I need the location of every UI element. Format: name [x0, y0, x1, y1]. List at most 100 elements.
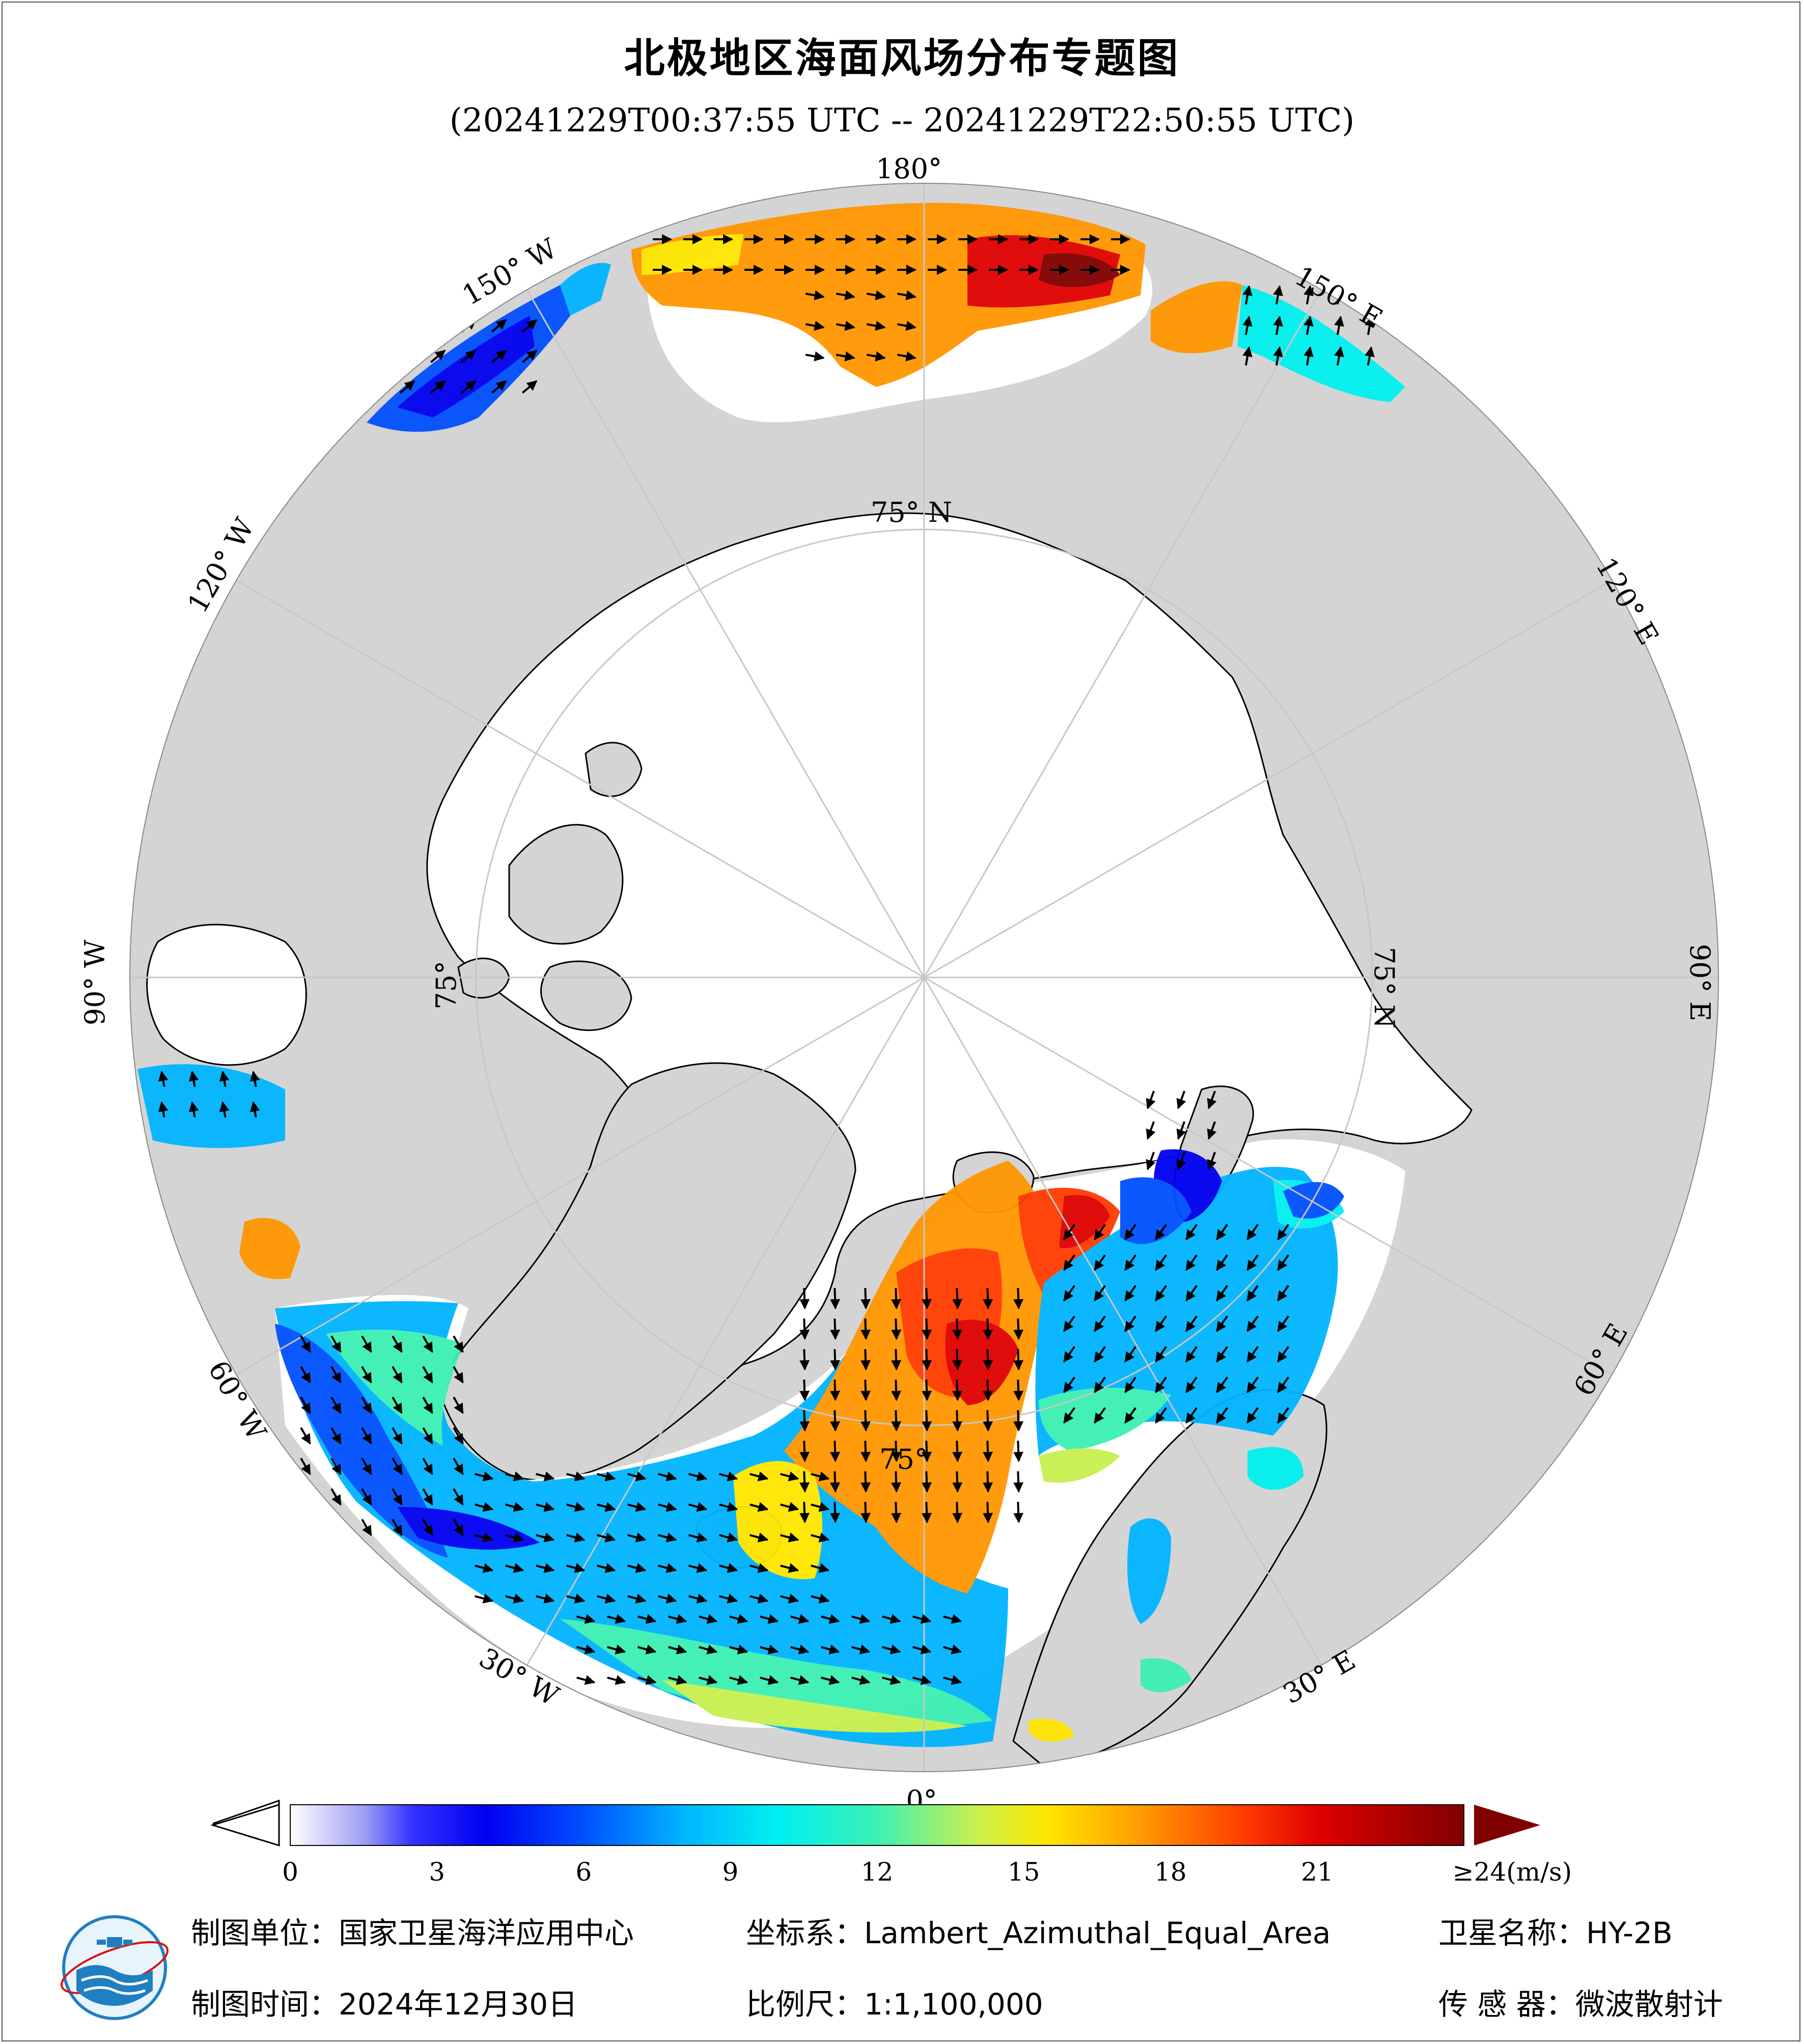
wind-arrow	[330, 1427, 342, 1445]
wind-arrow	[300, 1519, 311, 1536]
lon-label-90w: 90° W	[79, 939, 111, 1025]
wind-arrow	[983, 1410, 993, 1432]
wind-arrow	[719, 1563, 738, 1573]
wind-arrow	[780, 1502, 799, 1512]
wind-arrow	[780, 1532, 799, 1543]
wind-arrow	[719, 1502, 738, 1512]
colorbar-max-triangle	[1474, 1805, 1540, 1845]
wind-arrow	[1176, 1121, 1186, 1140]
wind-arrow	[566, 1532, 586, 1543]
wind-arrow	[505, 1471, 524, 1481]
wind-arrow	[750, 1532, 769, 1543]
wind-arrow	[536, 1563, 555, 1573]
wind-arrow	[392, 1488, 403, 1506]
lat-label-right: 75° N	[1368, 947, 1400, 1028]
wind-arrow	[1246, 1407, 1259, 1424]
wind-arrow	[300, 1366, 311, 1384]
colorbar-tick-label: 0	[282, 1857, 298, 1887]
wind-arrow	[1277, 1407, 1289, 1424]
wind-arrow	[1303, 346, 1314, 366]
wind-arrow	[249, 1101, 260, 1118]
wind-arrow	[460, 349, 477, 363]
wind-arrow	[699, 1614, 718, 1624]
wind-arrow	[821, 1675, 840, 1685]
wind-arrow	[460, 380, 477, 394]
wind-arrow	[1216, 1224, 1228, 1241]
wind-arrow	[729, 1614, 748, 1624]
wind-arrow	[300, 1458, 311, 1475]
map-boundary	[129, 183, 1719, 1772]
wind-arrow	[219, 1101, 230, 1118]
wind-arrow	[399, 380, 415, 394]
wind-arrow	[422, 1335, 433, 1353]
wind-arrow	[922, 1349, 932, 1370]
wind-arrow	[1246, 1377, 1259, 1393]
wind-arrow	[861, 1318, 871, 1340]
wind-arrow	[576, 1644, 596, 1655]
wind-arrow	[422, 1366, 433, 1384]
lat-label-left: 75°	[430, 961, 462, 1010]
wind-arrow	[475, 1502, 494, 1512]
greenland	[437, 1062, 856, 1481]
wind-arrow	[1124, 1224, 1136, 1241]
wind-arrow	[658, 1593, 677, 1604]
coordinate-system-label: 坐标系：Lambert_Azimuthal_Equal_Area	[746, 1916, 1331, 1950]
wind-arrow	[1155, 1407, 1167, 1424]
wind-arrow	[866, 290, 886, 300]
wind-arrow	[760, 1675, 779, 1685]
wind-arrow	[1124, 1346, 1136, 1363]
wind-arrow	[1207, 1121, 1217, 1140]
wind-arrow	[719, 1593, 738, 1604]
wind-arrow	[422, 1519, 433, 1536]
wind-arrow	[475, 1471, 494, 1481]
wind-arrow	[836, 290, 855, 300]
wind-arrow	[699, 1675, 718, 1685]
wind-arrow	[760, 1614, 779, 1624]
wind-arrow	[1246, 1315, 1259, 1332]
wind-arrow	[922, 1440, 932, 1462]
wind-arrow	[1216, 1377, 1228, 1393]
wind-arrow	[627, 1593, 647, 1604]
wind-arrow	[658, 1471, 677, 1481]
wind-arrow	[392, 1458, 403, 1475]
wind-arrow	[922, 1471, 932, 1493]
wind-arrow	[1277, 1377, 1289, 1393]
wind-arrow	[627, 1471, 647, 1481]
wind-arrow	[922, 1318, 932, 1340]
colorbar-tick-label: 3	[429, 1857, 446, 1887]
wind-arrow	[750, 1502, 769, 1512]
wind-arrow	[361, 1366, 372, 1384]
wind-arrow	[392, 1519, 403, 1536]
wind-arrow	[861, 1287, 871, 1309]
wind-arrow	[453, 1488, 464, 1506]
wind-arrow	[811, 1563, 830, 1573]
wind-arrow	[422, 1488, 433, 1506]
wind-arrow	[475, 1593, 494, 1604]
wind-arrow	[922, 1379, 932, 1401]
wind-arrow	[836, 321, 855, 331]
wind-arrow	[219, 1071, 230, 1087]
wind-arrow	[1277, 1254, 1289, 1271]
wind-arrow	[637, 1675, 657, 1685]
wind-arrow	[1094, 1224, 1106, 1241]
wind-arrow	[811, 1471, 830, 1481]
wind-arrow	[750, 1593, 769, 1604]
wind-arrow	[983, 1349, 993, 1370]
wind-arrow	[1334, 316, 1344, 335]
hudson-bay	[146, 923, 307, 1066]
colorbar-bar	[290, 1804, 1464, 1846]
sensor-label: 传 感 器：微波散射计	[1438, 1987, 1723, 2022]
colorbar-min-triangle	[210, 1803, 280, 1847]
wind-arrow	[1246, 1254, 1259, 1271]
wind-arrow	[668, 1675, 687, 1685]
wind-arrow	[983, 1440, 993, 1462]
wind-arrow	[1216, 1285, 1228, 1302]
wind-arrow	[805, 290, 825, 300]
wind-arrow	[851, 1614, 871, 1624]
wind-arrow	[1185, 1346, 1198, 1363]
colorbar-tick-label: 12	[861, 1857, 894, 1887]
wind-arrow	[330, 1458, 342, 1475]
wind-arrow	[943, 1644, 962, 1655]
wind-arrow	[1094, 1346, 1106, 1363]
